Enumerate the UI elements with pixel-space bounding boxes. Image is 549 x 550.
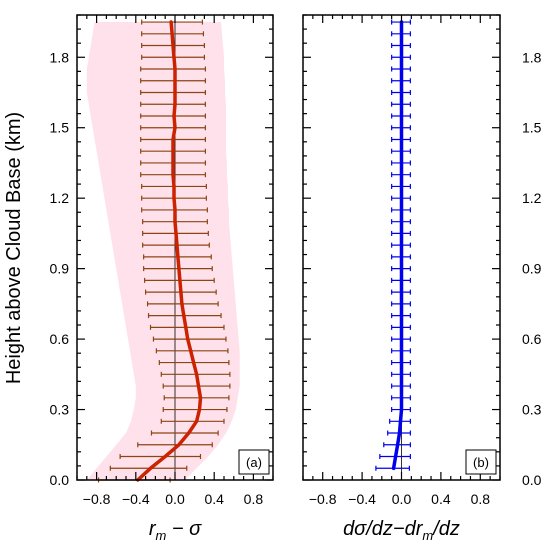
- x-tick-label-b: −0.8: [309, 491, 337, 507]
- panel-label-b: (b): [473, 455, 489, 470]
- x-tick-label-a: 0.0: [165, 491, 185, 507]
- y-axis-label: Height above Cloud Base (km): [3, 112, 25, 384]
- x-tick-label-b: 0.8: [471, 491, 491, 507]
- panel-label-box-a: [238, 449, 270, 475]
- y-tick-label-a: 1.8: [50, 49, 70, 65]
- y-tick-label-b: 1.2: [522, 190, 542, 206]
- x-tick-label-a: −0.8: [83, 491, 111, 507]
- y-tick-label-b: 0.9: [522, 261, 542, 277]
- panel-label-a: (a): [246, 455, 262, 470]
- y-tick-label-b: 0.3: [522, 402, 542, 418]
- x-tick-label-b: 0.0: [392, 491, 412, 507]
- x-axis-label-b: dσ/dz−drm/dz: [343, 518, 460, 543]
- mean-line-b: [391, 20, 404, 471]
- x-tick-label-a: 0.4: [204, 491, 224, 507]
- spread-band-a: [86, 22, 240, 480]
- x-tick-label-b: −0.4: [348, 491, 376, 507]
- y-tick-label-a: 1.5: [50, 120, 70, 136]
- x-tick-label-a: 0.8: [244, 491, 264, 507]
- panel-a: −0.8 −0.4 0.0 0.4 0.8 0.0 0.3 0.6 0.9 1.2 1.5 1.8 (a…: [50, 14, 274, 543]
- y-tick-label-a: 1.2: [50, 190, 70, 206]
- y-tick-label-b: 1.8: [522, 49, 542, 65]
- y-tick-label-a: 0.0: [50, 472, 70, 488]
- x-tick-label-b: 0.4: [431, 491, 451, 507]
- y-tick-label-b: 1.5: [522, 120, 542, 136]
- panel-label-box-b: [465, 449, 497, 475]
- y-tick-label-a: 0.3: [50, 402, 70, 418]
- x-axis-label-a: rm − σ: [149, 518, 202, 543]
- x-tick-label-a: −0.4: [122, 491, 150, 507]
- mean-line-a: [136, 20, 203, 482]
- y-tick-label-b: 0.6: [522, 331, 542, 347]
- y-tick-label-a: 0.6: [50, 331, 70, 347]
- y-tick-label-b: 0.0: [522, 472, 542, 488]
- y-tick-label-a: 0.9: [50, 261, 70, 277]
- panel-b: −0.8 −0.4 0.0 0.4 0.8 0.0 0.3 0.6 0.9 1.2 1.5 1.8 (b…: [302, 14, 542, 543]
